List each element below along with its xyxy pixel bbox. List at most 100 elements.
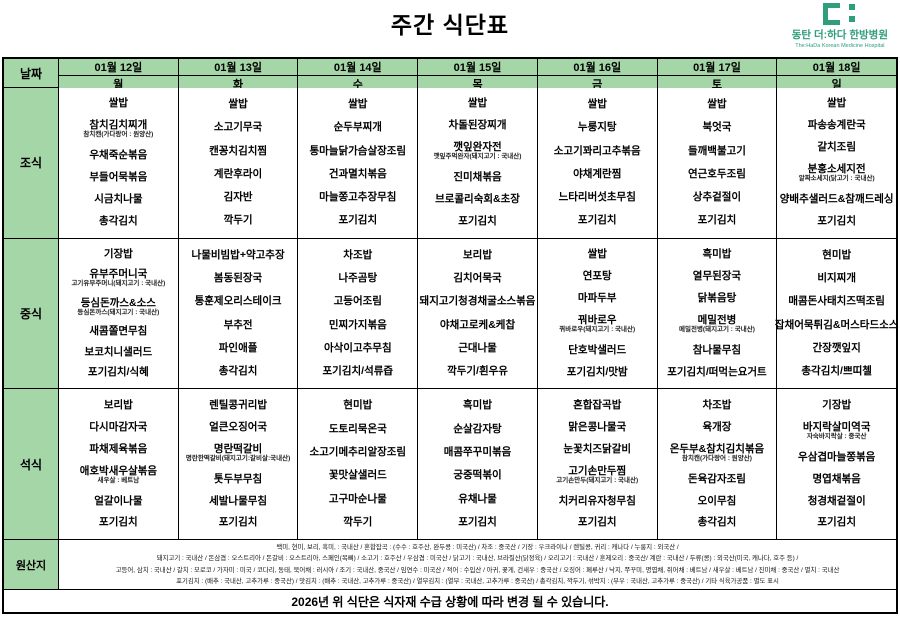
menu-item: 야채계란찜 (573, 168, 621, 180)
menu-item: 새콤쫄면무침 (89, 326, 147, 337)
menu-item-name: 파인애플 (218, 341, 258, 354)
menu-item: 파송송계란국 (808, 120, 866, 131)
menu-item: 포기김치 (458, 516, 497, 528)
menu-item-origin-note: 고기유부주머니(돼지고기 : 국내산) (71, 280, 166, 288)
menu-item: 유채나물 (458, 493, 497, 505)
menu-item: 돼지고기청경채굴소스볶음 (420, 296, 536, 307)
menu-item-name: 민찌가지볶음 (328, 318, 387, 331)
menu-item: 포기김치 (698, 215, 737, 226)
menu-cell: 기장밥 바지락살미역국 자숙바지락살 : 중국산 우삼겹마늘쫑볶음 명엽채볶음 청경채겉절… (777, 389, 897, 540)
menu-item: 통마늘닭가슴살장조림 (309, 145, 406, 157)
menu-item-name: 총각김치 (697, 516, 737, 529)
menu-item-origin-note: 참치캔(가다랑어 : 원양산) (83, 131, 154, 139)
menu-item: 총각김치 (698, 517, 737, 528)
menu-item-name: 열무된장국 (692, 270, 742, 283)
menu-item: 차조밥 (702, 399, 731, 411)
menu-item: 총각김치/쁘띠첼 (801, 366, 872, 377)
dinner-row: 석식 보리밥 다시마감자국 파채제육볶음 애호박새우살볶음 새우살 : 베트남 얼갈이나물… (4, 389, 897, 541)
menu-item: 나물비빔밥+약고추장 (192, 249, 285, 261)
menu-item-name: 새콤쫄면무침 (89, 325, 148, 338)
menu-item: 파인애플 (218, 341, 258, 354)
menu-item-name: 돼지고기청경채굴소스볶음 (419, 295, 536, 308)
menu-item: 바지락살미역국 자숙바지락살 : 중국산 (803, 421, 871, 441)
menu-cell: 보리밥 김치어묵국 돼지고기청경채굴소스볶음 야채고로케&케찹 근대나물 깍두기/흰우유 (418, 238, 538, 389)
menu-item-name: 소고기무국 (213, 121, 263, 134)
menu-item-origin-note: 고기손만두(돼지고기 : 국내산) (556, 476, 639, 484)
menu-cell: 흑미밥 순살감자탕 매콤쭈꾸미볶음 궁중떡볶이 유채나물 포기김치 (418, 389, 538, 540)
menu-item-name: 매콤돈사태치즈떡조림 (788, 295, 885, 308)
menu-item: 상추겉절이 (693, 192, 741, 203)
menu-item: 메밀전병 메밀전병(돼지고기 : 국내산) (679, 315, 755, 334)
menu-item: 소고기꽈리고추볶음 (554, 145, 641, 157)
menu-item: 포기김치 (458, 216, 497, 227)
menu-item: 보코치니샐러드 (85, 346, 153, 358)
menu-item-name: 양배추샐러드&참깨드레싱 (779, 193, 894, 206)
menu-cell: 차조밥 육개장 온두부&참치김치볶음 참치캔(가다랑어 : 원양산) 돈육감자조림 오이무… (657, 389, 778, 540)
menu-item: 포기김치 (578, 517, 617, 528)
menu-item: 열무된장국 (693, 271, 741, 282)
menu-item-name: 꿔바로우 (577, 314, 617, 327)
menu-item: 아삭이고추무침 (324, 342, 392, 354)
menu-item-name: 차조밥 (343, 248, 373, 261)
day-column: 01월 13일 화 (178, 59, 299, 92)
menu-item-name: 연근호두조림 (687, 167, 746, 180)
menu-item-name: 눈꽃치즈닭갈비 (563, 442, 632, 455)
menu-cell: 현미밥 비지찌개 매콤돈사태치즈떡조림 잡채어묵튀김&머스타드소스 간장깻잎지 총각김치/… (775, 238, 898, 389)
menu-item: 쌀밥 (109, 98, 128, 109)
menu-item: 혼합잡곡밥 (573, 399, 621, 411)
menu-cell: 쌀밥 순두부찌개 통마늘닭가슴살장조림 건과멸치볶음 마늘쫑고추장무침 포기김치 (298, 88, 419, 238)
menu-item: 분홍소세지전 알짜소세지(닭고기 : 국내산) (799, 164, 875, 183)
menu-item: 얼큰오징어국 (209, 421, 267, 433)
menu-item: 참나물무침 (692, 343, 742, 356)
menu-item: 포기김치 (338, 215, 377, 226)
menu-item: 고등어조림 (334, 296, 382, 307)
menu-item-name: 흑미밥 (702, 248, 732, 261)
menu-item: 우삼겹마늘쫑볶음 (798, 451, 875, 463)
menu-item-name: 현미밥 (822, 248, 852, 261)
menu-item-name: 분홍소세지전 (807, 163, 866, 176)
menu-item: 기장밥 (104, 248, 133, 260)
menu-item: 통훈제오리스테이크 (195, 296, 282, 307)
menu-item-name: 진미채볶음 (453, 171, 502, 184)
menu-item-name: 참나물무침 (692, 343, 742, 356)
menu-item-name: 고구마순나물 (328, 492, 387, 505)
menu-item: 쌀밥 (468, 98, 487, 109)
menu-item-name: 메밀전병 (697, 314, 737, 327)
menu-item-name: 고등어조림 (333, 295, 382, 308)
menu-item: 깍두기 (343, 516, 372, 528)
hospital-logo-name: 동탄 더:하다 한방병원 (791, 29, 888, 41)
menu-item: 렌틸콩귀리밥 (209, 399, 267, 411)
menu-item: 캔꽁치김치찜 (209, 145, 267, 157)
menu-item: 쌀밥 (228, 99, 247, 110)
menu-item-name: 포기김치 (817, 215, 856, 228)
menu-item: 쌀밥 (707, 99, 726, 110)
day-column: 01월 17일 토 (657, 59, 778, 92)
menu-item: 민찌가지볶음 (328, 318, 387, 331)
origin-content: 백미, 현미, 보리, 흑미, : 국내산 / 혼합잡곡 : (수수 : 호주산… (59, 540, 896, 590)
menu-cell: 쌀밥 참치김치찌개 참치캔(가다랑어 : 원양산) 우채죽순볶음 부들어묵볶음 시금치나물… (59, 88, 179, 238)
menu-item: 김치어묵국 (453, 273, 501, 284)
menu-item: 유부주머니국 고기유부주머니(돼지고기 : 국내산) (71, 269, 165, 288)
menu-item-name: 김치어묵국 (453, 272, 502, 285)
menu-item: 마파두부 (578, 293, 617, 304)
menu-item-name: 꽃맛살샐러드 (328, 469, 387, 482)
origin-label: 원산지 (4, 540, 59, 590)
date-header-row: 날짜 01월 12일 월 01월 13일 화 01월 14일 수 01월 15일 목 01월 1… (4, 59, 897, 92)
menu-item: 북엇국 (702, 122, 731, 133)
menu-cell: 흑미밥 열무된장국 닭볶음탕 메밀전병 메밀전병(돼지고기 : 국내산) 참나물무침 포기김… (657, 238, 778, 389)
day-column: 01월 16일 금 (537, 59, 658, 92)
menu-item: 양배추샐러드&참깨드레싱 (780, 194, 894, 205)
menu-item-name: 누룽지탕 (577, 121, 617, 134)
menu-item: 보리밥 (463, 249, 492, 261)
menu-item: 근대나물 (458, 342, 497, 354)
menu-item: 흑미밥 (463, 400, 492, 411)
menu-item: 매콤돈사태치즈떡조림 (788, 296, 885, 307)
menu-item-name: 순두부찌개 (333, 121, 382, 134)
menu-item-name: 부들어묵볶음 (89, 171, 148, 184)
menu-item: 나주곰탕 (338, 273, 377, 284)
day-column: 01월 15일 목 (418, 59, 538, 92)
menu-item-name: 쌀밥 (467, 97, 488, 110)
lunch-row: 중식 기장밥 유부주머니국 고기유부주머니(돼지고기 : 국내산) 등심돈까스&소스 등… (4, 238, 898, 390)
origin-line: 백미, 현미, 보리, 흑미, : 국내산 / 혼합잡곡 : (수수 : 호주산… (276, 544, 679, 552)
menu-item-name: 포기김치/식혜 (87, 366, 149, 379)
